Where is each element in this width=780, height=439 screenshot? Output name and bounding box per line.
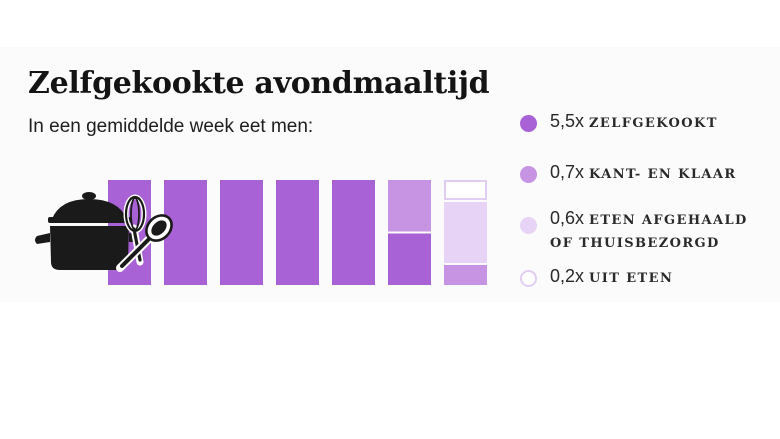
bar-day-6-kant-en-klaar bbox=[388, 180, 431, 232]
day-bars bbox=[108, 180, 487, 285]
legend-value: 0,6x bbox=[550, 208, 585, 228]
legend-swatch-uit-eten bbox=[520, 270, 537, 287]
chart-title: Zelfgekookte avondmaaltijd bbox=[28, 66, 490, 101]
bar-day-2-zelfgekookt bbox=[164, 180, 207, 285]
legend-label: zelfgekookt bbox=[589, 116, 718, 131]
legend-swatch-zelfgekookt bbox=[520, 115, 537, 132]
legend-label: uit eten bbox=[589, 271, 674, 286]
bar-day-7-kant-en-klaar bbox=[444, 265, 487, 285]
bar-day-4-zelfgekookt bbox=[276, 180, 319, 285]
bar-day-7-afgehaald bbox=[444, 202, 487, 263]
bar-day-3-zelfgekookt bbox=[220, 180, 263, 285]
legend-value: 0,7x bbox=[550, 162, 585, 182]
legend-label: eten afgehaald bbox=[589, 213, 748, 228]
legend-value: 5,5x bbox=[550, 111, 585, 131]
legend-label: kant- en klaar bbox=[589, 167, 737, 182]
legend-value: 0,2x bbox=[550, 266, 585, 286]
bar-day-5-zelfgekookt bbox=[332, 180, 375, 285]
chart-subtitle: In een gemiddelde week eet men: bbox=[28, 116, 314, 137]
cooking-pot-whisk-spoon-icon bbox=[35, 192, 173, 272]
legend-swatch-kant-en-klaar bbox=[520, 166, 537, 183]
bar-day-6-zelfgekookt bbox=[388, 233, 431, 285]
legend-label-line2: of thuisbezorgd bbox=[550, 236, 720, 251]
bar-day-7-uit-eten bbox=[444, 180, 487, 200]
legend-swatch-afgehaald bbox=[520, 217, 537, 234]
